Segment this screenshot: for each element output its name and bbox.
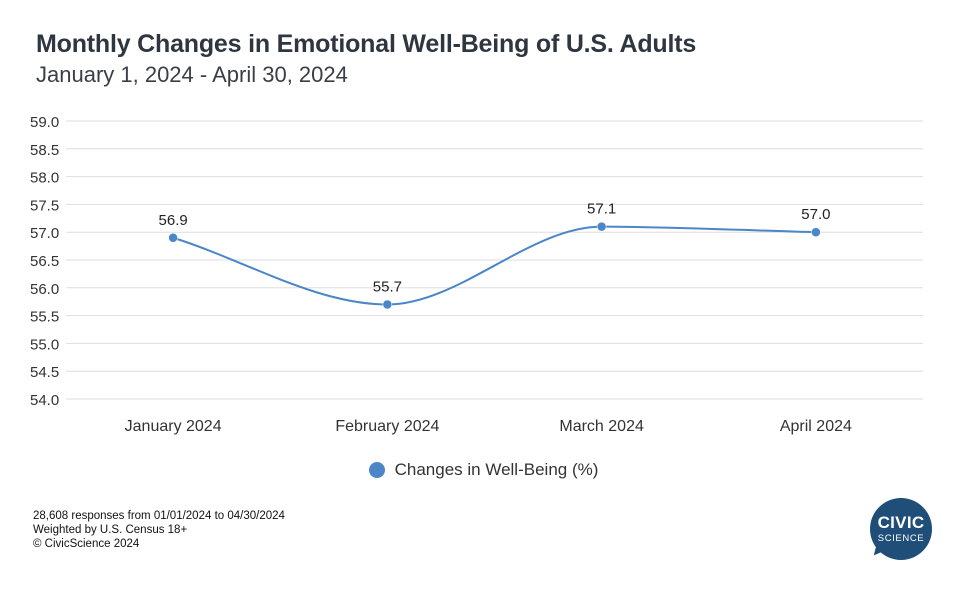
data-label: 57.1 xyxy=(587,201,616,218)
y-tick-label: 57.0 xyxy=(30,225,59,242)
series-line xyxy=(172,225,816,306)
y-tick-label: 57.5 xyxy=(30,197,59,214)
y-tick-label: 54.0 xyxy=(30,392,59,409)
logo-civic-text: CIVIC xyxy=(877,513,925,532)
footnotes: 28,608 responses from 01/01/2024 to 04/3… xyxy=(33,509,285,551)
logo-badge xyxy=(870,498,932,560)
data-point xyxy=(811,227,821,237)
y-tick-label: 55.5 xyxy=(30,309,59,326)
legend-swatch xyxy=(368,462,385,478)
x-tick-label: April 2024 xyxy=(780,418,852,435)
x-tick-label: February 2024 xyxy=(335,418,439,435)
data-label: 57.0 xyxy=(801,206,830,223)
footnote-weighting: Weighted by U.S. Census 18+ xyxy=(33,524,188,536)
chart-subtitle: January 1, 2024 - April 30, 2024 xyxy=(36,62,348,87)
data-point xyxy=(382,299,393,310)
x-tick-label: March 2024 xyxy=(559,418,644,435)
y-tick-label: 56.0 xyxy=(30,281,59,298)
data-point xyxy=(168,233,178,243)
chart-legend: Changes in Well-Being (%) xyxy=(0,460,967,480)
footnote-copyright: © CivicScience 2024 xyxy=(33,538,140,550)
y-tick-label: 54.5 xyxy=(30,364,59,381)
y-tick-label: 55.0 xyxy=(30,336,59,353)
logo-science-text: SCIENCE xyxy=(877,533,925,544)
line-chart: 54.0 54.5 55.0 55.5 56.0 56.5 57.0 57.5 58.0 58.5… xyxy=(30,114,923,435)
y-tick-label: 56.5 xyxy=(30,253,59,270)
footnote-responses: 28,608 responses from 01/01/2024 to 04/3… xyxy=(33,510,285,522)
data-point xyxy=(596,221,607,232)
y-tick-label: 58.0 xyxy=(30,170,59,187)
y-tick-label: 59.0 xyxy=(30,114,59,131)
chart-title: Monthly Changes in Emotional Well-Being … xyxy=(36,30,697,58)
y-tick-label: 58.5 xyxy=(30,142,59,159)
x-tick-label: January 2024 xyxy=(125,418,222,435)
legend-label: Changes in Well-Being (%) xyxy=(394,460,599,479)
data-label: 55.7 xyxy=(373,278,402,295)
data-label: 56.9 xyxy=(159,212,188,229)
civicscience-logo: CIVIC SCIENCE xyxy=(868,498,936,562)
